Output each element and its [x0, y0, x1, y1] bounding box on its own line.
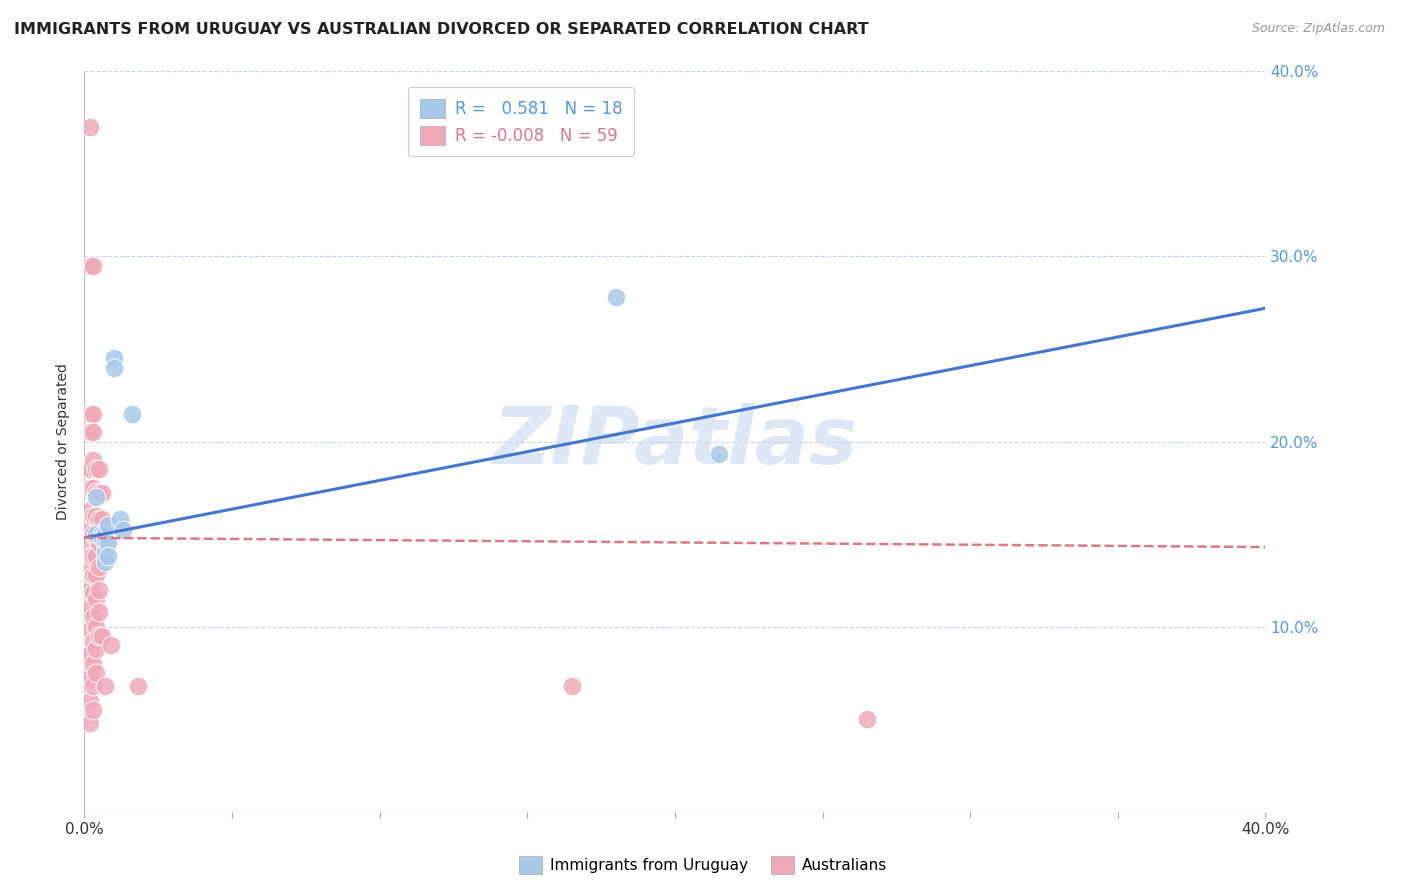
Point	[91, 527, 114, 541]
Point	[82, 425, 104, 440]
Point	[97, 517, 120, 532]
Point	[561, 679, 583, 693]
Point	[87, 536, 111, 550]
Point	[856, 712, 879, 726]
Point	[108, 512, 131, 526]
Point	[87, 512, 111, 526]
Point	[91, 512, 114, 526]
Point	[84, 462, 107, 476]
Point	[97, 549, 120, 564]
Point	[79, 462, 101, 476]
Point	[84, 641, 107, 656]
Point	[87, 560, 111, 574]
Point	[605, 290, 627, 304]
Point	[82, 527, 104, 541]
Point	[91, 629, 114, 643]
Point	[103, 351, 125, 366]
Point	[82, 657, 104, 671]
Point	[82, 481, 104, 495]
Point	[87, 629, 111, 643]
Text: Source: ZipAtlas.com: Source: ZipAtlas.com	[1251, 22, 1385, 36]
Point	[94, 679, 117, 693]
Point	[79, 120, 101, 134]
Point	[82, 508, 104, 523]
Point	[79, 648, 101, 662]
Point	[82, 586, 104, 600]
Point	[79, 536, 101, 550]
Point	[709, 448, 731, 462]
Point	[82, 634, 104, 648]
Point	[79, 564, 101, 578]
Point	[79, 259, 101, 273]
Point	[82, 703, 104, 717]
Text: ZIPatlas: ZIPatlas	[492, 402, 858, 481]
Point	[94, 536, 117, 550]
Point	[84, 665, 107, 680]
Point	[87, 605, 111, 619]
Point	[121, 407, 143, 421]
Legend: Immigrants from Uruguay, Australians: Immigrants from Uruguay, Australians	[513, 850, 893, 880]
Point	[82, 549, 104, 564]
Point	[82, 259, 104, 273]
Point	[82, 610, 104, 624]
Point	[82, 453, 104, 467]
Point	[79, 425, 101, 440]
Point	[127, 679, 149, 693]
Point	[94, 527, 117, 541]
Point	[84, 619, 107, 633]
Point	[91, 531, 114, 545]
Point	[84, 527, 107, 541]
Point	[79, 624, 101, 638]
Point	[79, 694, 101, 708]
Point	[97, 536, 120, 550]
Point	[111, 524, 134, 538]
Point	[79, 601, 101, 615]
Point	[79, 407, 101, 421]
Point	[84, 490, 107, 504]
Point	[103, 360, 125, 375]
Point	[87, 582, 111, 597]
Y-axis label: Divorced or Separated: Divorced or Separated	[56, 363, 70, 520]
Point	[79, 481, 101, 495]
Point	[84, 484, 107, 499]
Point	[94, 545, 117, 560]
Point	[79, 524, 101, 538]
Point	[100, 638, 122, 652]
Point	[91, 486, 114, 500]
Point	[82, 567, 104, 582]
Point	[79, 549, 101, 564]
Point	[84, 508, 107, 523]
Point	[79, 672, 101, 686]
Point	[82, 679, 104, 693]
Text: IMMIGRANTS FROM URUGUAY VS AUSTRALIAN DIVORCED OR SEPARATED CORRELATION CHART: IMMIGRANTS FROM URUGUAY VS AUSTRALIAN DI…	[14, 22, 869, 37]
Point	[87, 462, 111, 476]
Point	[84, 591, 107, 606]
Point	[84, 531, 107, 545]
Point	[84, 549, 107, 564]
Point	[84, 567, 107, 582]
Point	[87, 486, 111, 500]
Point	[82, 407, 104, 421]
Point	[79, 715, 101, 730]
Point	[79, 582, 101, 597]
Point	[79, 503, 101, 517]
Point	[94, 555, 117, 569]
Legend: R =   0.581   N = 18, R = -0.008   N = 59: R = 0.581 N = 18, R = -0.008 N = 59	[408, 87, 634, 156]
